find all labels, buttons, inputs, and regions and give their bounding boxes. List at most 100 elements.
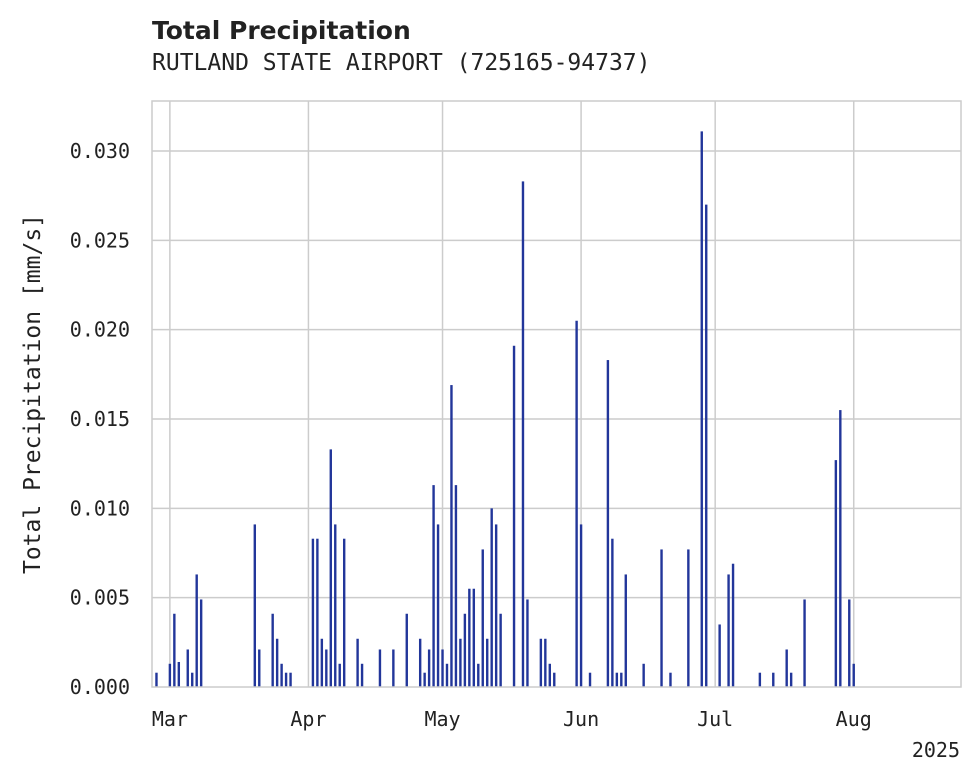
precip-bar <box>553 672 556 687</box>
precip-bar <box>575 320 578 687</box>
precip-bar <box>436 524 440 687</box>
precip-bar <box>772 672 775 687</box>
precip-bar <box>669 672 672 687</box>
precip-bar <box>199 599 203 687</box>
precip-bar <box>803 599 806 687</box>
precip-bar <box>177 661 181 687</box>
precip-bar <box>334 524 337 687</box>
y-tick-labels: 0.000 0.005 0.010 0.015 0.020 0.025 0.030 <box>70 139 130 699</box>
x-tick-label: Apr <box>290 707 326 731</box>
precip-bar <box>486 638 489 687</box>
precip-bar <box>539 638 543 687</box>
x-tick-label: Jul <box>697 707 733 731</box>
precip-bar <box>432 485 435 687</box>
precip-bar <box>325 649 328 687</box>
precip-bar <box>271 613 274 687</box>
precip-bar <box>316 538 319 687</box>
precip-bar <box>445 663 449 687</box>
plot-frame <box>151 100 962 688</box>
precip-bar <box>289 672 292 687</box>
precip-bar <box>423 672 426 687</box>
precip-bar <box>526 599 529 687</box>
precip-bar <box>329 449 332 687</box>
precip-bar <box>588 672 592 687</box>
precip-bar <box>834 460 838 687</box>
precip-bar <box>606 360 610 687</box>
precip-bar <box>441 649 444 687</box>
precip-bar <box>477 663 480 687</box>
x-tick-labels: Mar Apr May Jun Jul Aug <box>152 707 872 731</box>
precip-bar <box>839 410 842 687</box>
precip-bar <box>311 538 315 687</box>
precip-bar <box>848 599 851 687</box>
precip-bar <box>427 649 431 687</box>
precip-bar <box>727 574 730 687</box>
precip-bar <box>378 649 382 687</box>
precip-bar <box>544 638 547 687</box>
chart-title: Total Precipitation <box>152 16 411 45</box>
precip-bar <box>168 663 172 687</box>
precip-bar <box>852 663 855 687</box>
y-tick-label: 0.020 <box>70 318 130 342</box>
precip-bar <box>320 638 324 687</box>
precip-bar <box>186 649 189 687</box>
precip-bar <box>342 538 346 687</box>
precip-bar <box>468 588 471 687</box>
precip-bar <box>660 549 663 687</box>
precip-bar <box>611 538 614 687</box>
precipitation-bars <box>155 131 855 687</box>
precip-bar <box>624 574 627 687</box>
y-tick-label: 0.030 <box>70 139 130 163</box>
precip-bar <box>758 672 762 687</box>
y-axis-label: Total Precipitation [mm/s] <box>20 214 46 574</box>
precip-bar <box>155 672 158 687</box>
precip-bar <box>700 131 703 687</box>
precip-bar <box>481 549 484 687</box>
precip-bar <box>392 649 395 687</box>
precip-bar <box>275 638 279 687</box>
precip-bar <box>463 613 467 687</box>
precip-bar <box>490 508 493 687</box>
precip-bar <box>405 613 408 687</box>
precip-bar <box>785 649 788 687</box>
precip-bar <box>280 663 283 687</box>
precip-bar <box>512 345 516 687</box>
x-tick-label: Mar <box>152 707 188 731</box>
y-tick-label: 0.025 <box>70 228 130 252</box>
precip-bar <box>548 663 551 687</box>
precip-bar <box>253 524 257 687</box>
precip-bar <box>258 649 261 687</box>
precip-bar <box>499 613 502 687</box>
precip-bar <box>620 672 623 687</box>
precip-bar <box>450 385 453 687</box>
x-offset-label: 2025 <box>912 738 960 762</box>
precip-bar <box>338 663 341 687</box>
precip-bar <box>687 549 690 687</box>
precip-bar <box>418 638 422 687</box>
precip-bar <box>494 524 498 687</box>
precip-bar <box>705 204 708 687</box>
precip-bar <box>284 672 288 687</box>
precip-bar <box>731 563 735 687</box>
x-tick-label: Jun <box>563 707 599 731</box>
precip-bar <box>789 672 793 687</box>
grid-lines <box>152 101 961 687</box>
x-tick-label: Aug <box>836 707 872 731</box>
precip-bar <box>356 638 359 687</box>
precip-bar <box>521 181 525 687</box>
y-tick-label: 0.010 <box>70 496 130 520</box>
precip-bar <box>191 672 194 687</box>
x-tick-label: May <box>424 707 460 731</box>
precip-bar <box>195 574 198 687</box>
precip-bar <box>642 663 645 687</box>
precip-bar <box>718 624 721 687</box>
precip-bar <box>615 672 619 687</box>
y-tick-label: 0.015 <box>70 407 130 431</box>
precip-bar <box>472 588 476 687</box>
precip-bar <box>360 663 364 687</box>
precip-bar <box>459 638 462 687</box>
y-tick-label: 0.005 <box>70 586 130 610</box>
precip-bar <box>454 485 458 687</box>
precip-bar <box>173 613 176 687</box>
